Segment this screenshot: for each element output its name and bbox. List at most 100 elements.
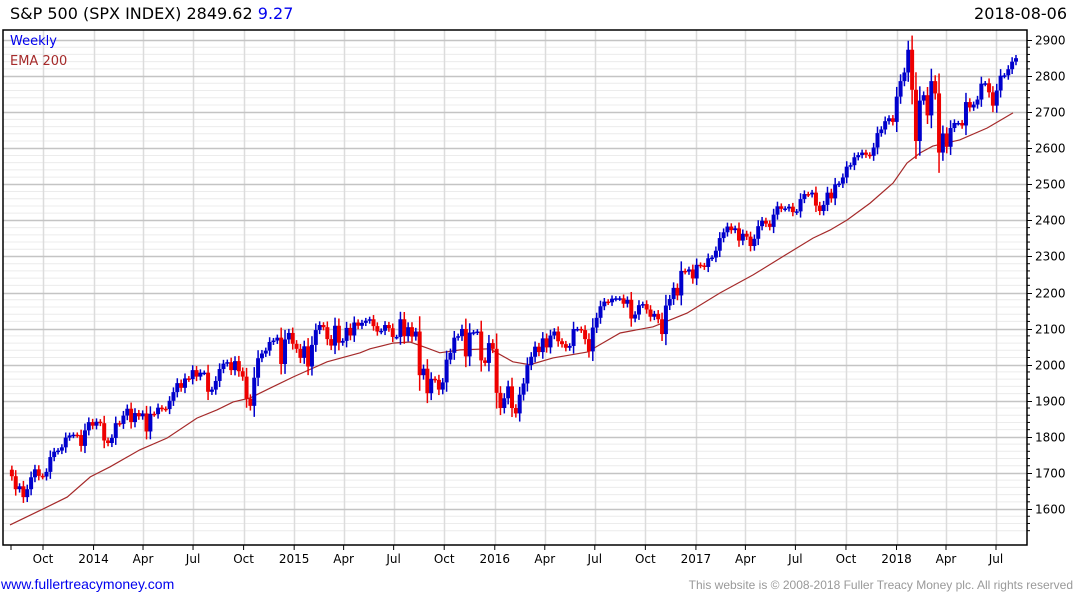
candle-body xyxy=(783,208,788,210)
candle xyxy=(752,234,757,251)
candle xyxy=(86,417,91,436)
candle-body xyxy=(656,313,661,320)
candle-body xyxy=(713,250,718,258)
candle xyxy=(902,67,907,87)
candle xyxy=(467,323,472,367)
candle xyxy=(433,376,438,383)
candle xyxy=(375,322,380,336)
candle-body xyxy=(59,447,64,451)
candle-body xyxy=(987,83,992,93)
candle xyxy=(644,300,649,314)
candle xyxy=(602,298,607,311)
candle-body xyxy=(817,205,822,212)
candle-body xyxy=(948,128,953,147)
candle xyxy=(486,334,491,372)
candle-body xyxy=(671,287,676,300)
candle-body xyxy=(913,89,918,142)
candle-body xyxy=(325,327,330,340)
candle-body xyxy=(94,421,99,426)
candle xyxy=(890,115,895,126)
chart-title: S&P 500 (SPX INDEX) 2849.62 9.27 xyxy=(10,4,293,23)
candle xyxy=(498,386,503,416)
candle-body xyxy=(925,95,930,116)
candle xyxy=(417,316,422,391)
candle-body xyxy=(129,408,134,423)
candle-body xyxy=(236,361,241,372)
candle xyxy=(583,325,588,345)
x-tick-label: 2017 xyxy=(681,552,712,566)
candle-body xyxy=(879,129,884,134)
candle xyxy=(517,386,522,422)
candle xyxy=(860,149,865,159)
candle-body xyxy=(502,398,507,409)
price-change: 9.27 xyxy=(257,4,294,23)
candle-body xyxy=(910,49,915,90)
candle-body xyxy=(344,327,349,341)
candle xyxy=(167,396,172,415)
candle xyxy=(163,406,168,412)
candle xyxy=(813,186,818,213)
candle xyxy=(713,246,718,263)
candle-body xyxy=(1013,58,1018,62)
candle xyxy=(910,35,915,105)
candle-body xyxy=(690,269,695,279)
website-link[interactable]: www.fullertreacymoney.com xyxy=(1,576,175,592)
candle xyxy=(798,193,803,218)
candle-body xyxy=(933,81,938,94)
candle xyxy=(506,380,511,405)
candle xyxy=(998,69,1003,98)
candle xyxy=(825,186,830,212)
candle xyxy=(275,334,280,344)
candle xyxy=(579,326,584,333)
candle-body xyxy=(698,264,703,267)
candle-body xyxy=(148,413,153,432)
candles-layer xyxy=(9,35,1018,503)
candle xyxy=(913,72,918,159)
x-tick-label: 2015 xyxy=(279,552,310,566)
candle-body xyxy=(213,380,218,390)
candle-body xyxy=(625,299,630,304)
candle xyxy=(13,470,18,496)
legend-weekly: Weekly xyxy=(10,34,57,49)
candle-body xyxy=(748,236,753,247)
candle xyxy=(175,378,180,398)
candle-body xyxy=(856,155,861,158)
candle xyxy=(344,321,349,348)
candle-body xyxy=(386,325,391,329)
candle-body xyxy=(132,413,137,423)
candle xyxy=(182,373,187,394)
candle xyxy=(963,92,968,136)
candle-body xyxy=(679,270,684,296)
x-tick-label: Jul xyxy=(385,552,400,566)
candle-body xyxy=(837,183,842,186)
candle xyxy=(359,319,364,330)
x-tick-label: Jul xyxy=(587,552,602,566)
candle xyxy=(136,409,141,420)
x-tick-label: Oct xyxy=(434,552,455,566)
candle xyxy=(471,329,476,336)
candle-body xyxy=(898,81,903,97)
candle-body xyxy=(40,475,45,478)
candle xyxy=(640,301,645,309)
candle xyxy=(590,318,595,362)
candle xyxy=(513,404,518,418)
candle-body xyxy=(675,287,680,296)
candle-body xyxy=(536,346,541,353)
candle-body xyxy=(971,104,976,108)
candle xyxy=(17,483,22,493)
candle xyxy=(290,327,295,350)
candle xyxy=(683,268,688,275)
candle xyxy=(536,342,541,357)
candle xyxy=(56,448,61,455)
candle xyxy=(717,232,722,258)
candle-body xyxy=(336,325,341,343)
candle xyxy=(675,283,680,301)
candle xyxy=(856,152,861,161)
candle-body xyxy=(967,102,972,108)
candle-body xyxy=(106,440,111,444)
candle xyxy=(313,323,318,352)
candle-body xyxy=(152,413,157,416)
candle-body xyxy=(494,348,499,393)
candle xyxy=(613,296,618,302)
candle-body xyxy=(860,152,865,156)
